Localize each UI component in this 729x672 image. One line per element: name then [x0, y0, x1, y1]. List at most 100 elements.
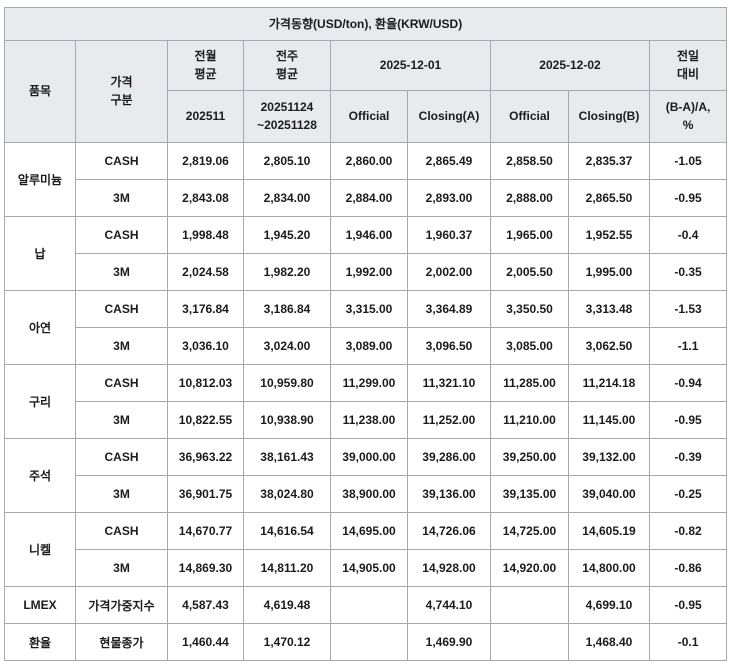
closing-a-cell: 11,252.00: [407, 401, 491, 439]
metal-name-cell: LMEX: [4, 586, 76, 624]
metal-name-cell: 아연: [4, 290, 76, 365]
prev-week-cell: 4,619.48: [243, 586, 331, 624]
official-2-cell: 3,085.00: [490, 327, 569, 365]
closing-a-cell: 14,928.00: [407, 549, 491, 587]
closing-b-cell: 4,699.10: [568, 586, 650, 624]
official-1-cell: 2,884.00: [330, 179, 408, 217]
closing-a-cell: 2,865.49: [407, 142, 491, 180]
closing-a-cell: 4,744.10: [407, 586, 491, 624]
table-row-aluminum-cash: 알루미늄 CASH 2,819.06 2,805.10 2,860.00 2,8…: [4, 142, 728, 217]
change-cell: -0.86: [648, 549, 728, 587]
official-2-cell: 39,250.00: [490, 438, 569, 476]
official-2-cell: 11,285.00: [490, 364, 569, 402]
col-header-prev-week: 전주 평균: [243, 40, 331, 91]
official-2-cell: 1,965.00: [490, 216, 569, 254]
col-header-dod: 전일 대비: [648, 40, 728, 91]
table-row-tin-3m: 3M 36,901.75 38,024.80 38,900.00 39,136.…: [5, 475, 728, 513]
closing-a-cell: 1,960.37: [407, 216, 491, 254]
prev-week-cell: 2,834.00: [243, 179, 331, 217]
col-header-date2-official: Official: [490, 90, 569, 143]
official-1-cell: 14,695.00: [330, 512, 408, 550]
prev-week-cell: 1,982.20: [243, 253, 331, 291]
col-header-date1-official: Official: [330, 90, 408, 143]
table-row-lead-3m: 3M 2,024.58 1,982.20 1,992.00 2,002.00 2…: [5, 253, 728, 291]
header-row-sub: 202511 20251124 ~20251128 Official Closi…: [5, 90, 728, 143]
official-2-cell: 11,210.00: [490, 401, 569, 439]
official-1-cell: 1,946.00: [330, 216, 408, 254]
metal-name-cell: 환율: [4, 623, 76, 661]
official-1-cell: 39,000.00: [330, 438, 408, 476]
table-row-zinc-3m: 3M 3,036.10 3,024.00 3,089.00 3,096.50 3…: [5, 327, 728, 365]
prev-month-cell: 3,036.10: [167, 327, 244, 365]
closing-b-cell: 1,995.00: [568, 253, 650, 291]
closing-a-cell: 39,136.00: [407, 475, 491, 513]
change-cell: -1.53: [648, 290, 728, 328]
price-type-cell: 3M: [75, 253, 168, 291]
official-2-cell: 39,135.00: [490, 475, 569, 513]
official-1-cell: 3,089.00: [330, 327, 408, 365]
table-row-copper-3m: 3M 10,822.55 10,938.90 11,238.00 11,252.…: [5, 401, 728, 439]
closing-a-cell: 14,726.06: [407, 512, 491, 550]
table-row-lead-cash: 납 CASH 1,998.48 1,945.20 1,946.00 1,960.…: [4, 216, 728, 291]
closing-b-cell: 1,468.40: [568, 623, 650, 661]
prev-month-cell: 14,869.30: [167, 549, 244, 587]
prev-week-cell: 10,959.80: [243, 364, 331, 402]
prev-week-cell: 3,186.84: [243, 290, 331, 328]
table-row-exchange-rate: 환율 현물종가 1,460.44 1,470.12 1,469.90 1,468…: [4, 623, 728, 661]
change-cell: -0.4: [648, 216, 728, 254]
official-1-cell: 11,238.00: [330, 401, 408, 439]
change-cell: -0.95: [648, 179, 728, 217]
prev-month-cell: 36,963.22: [167, 438, 244, 476]
official-1-cell: 3,315.00: [330, 290, 408, 328]
official-2-cell: 14,725.00: [490, 512, 569, 550]
metal-name-cell: 니켈: [4, 512, 76, 587]
price-type-cell: CASH: [75, 290, 168, 328]
col-header-prev-month-period: 202511: [167, 90, 244, 143]
price-type-cell: 3M: [75, 401, 168, 439]
prev-week-cell: 14,616.54: [243, 512, 331, 550]
change-cell: -1.1: [648, 327, 728, 365]
price-type-cell: CASH: [75, 364, 168, 402]
official-1-cell: 11,299.00: [330, 364, 408, 402]
closing-b-cell: 11,214.18: [568, 364, 650, 402]
price-type-cell: CASH: [75, 438, 168, 476]
prev-month-cell: 10,812.03: [167, 364, 244, 402]
official-1-cell: [330, 623, 408, 661]
price-table: 가격동향(USD/ton), 환율(KRW/USD) 품목 가격 구분 전월 평…: [3, 7, 728, 661]
official-1-cell: 1,992.00: [330, 253, 408, 291]
col-header-dod-formula: (B-A)/A, %: [648, 90, 728, 143]
prev-month-cell: 14,670.77: [167, 512, 244, 550]
col-header-item: 품목: [4, 40, 76, 143]
price-type-cell: 3M: [75, 549, 168, 587]
metal-name-cell: 주석: [4, 438, 76, 513]
closing-b-cell: 14,605.19: [568, 512, 650, 550]
metal-name-cell: 구리: [4, 364, 76, 439]
closing-a-cell: 11,321.10: [407, 364, 491, 402]
prev-month-cell: 36,901.75: [167, 475, 244, 513]
closing-b-cell: 1,952.55: [568, 216, 650, 254]
official-2-cell: [490, 586, 569, 624]
table-row-tin-cash: 주석 CASH 36,963.22 38,161.43 39,000.00 39…: [4, 438, 728, 513]
prev-month-cell: 4,587.43: [167, 586, 244, 624]
prev-month-cell: 3,176.84: [167, 290, 244, 328]
change-cell: -0.82: [648, 512, 728, 550]
prev-week-cell: 38,161.43: [243, 438, 331, 476]
prev-month-cell: 1,460.44: [167, 623, 244, 661]
price-type-cell: CASH: [75, 142, 168, 180]
closing-a-cell: 3,364.89: [407, 290, 491, 328]
official-1-cell: 14,905.00: [330, 549, 408, 587]
price-type-cell: CASH: [75, 216, 168, 254]
price-type-cell: 3M: [75, 327, 168, 365]
col-header-date1: 2025-12-01: [330, 40, 491, 91]
table-row-copper-cash: 구리 CASH 10,812.03 10,959.80 11,299.00 11…: [4, 364, 728, 439]
prev-week-cell: 10,938.90: [243, 401, 331, 439]
price-type-cell: CASH: [75, 512, 168, 550]
closing-a-cell: 1,469.90: [407, 623, 491, 661]
metal-name-cell: 알루미늄: [4, 142, 76, 217]
table-row-lmex: LMEX 가격가중지수 4,587.43 4,619.48 4,744.10 4…: [4, 586, 728, 624]
table-row-zinc-cash: 아연 CASH 3,176.84 3,186.84 3,315.00 3,364…: [4, 290, 728, 365]
prev-month-cell: 2,024.58: [167, 253, 244, 291]
prev-month-cell: 1,998.48: [167, 216, 244, 254]
table-row-nickel-3m: 3M 14,869.30 14,811.20 14,905.00 14,928.…: [5, 549, 728, 587]
